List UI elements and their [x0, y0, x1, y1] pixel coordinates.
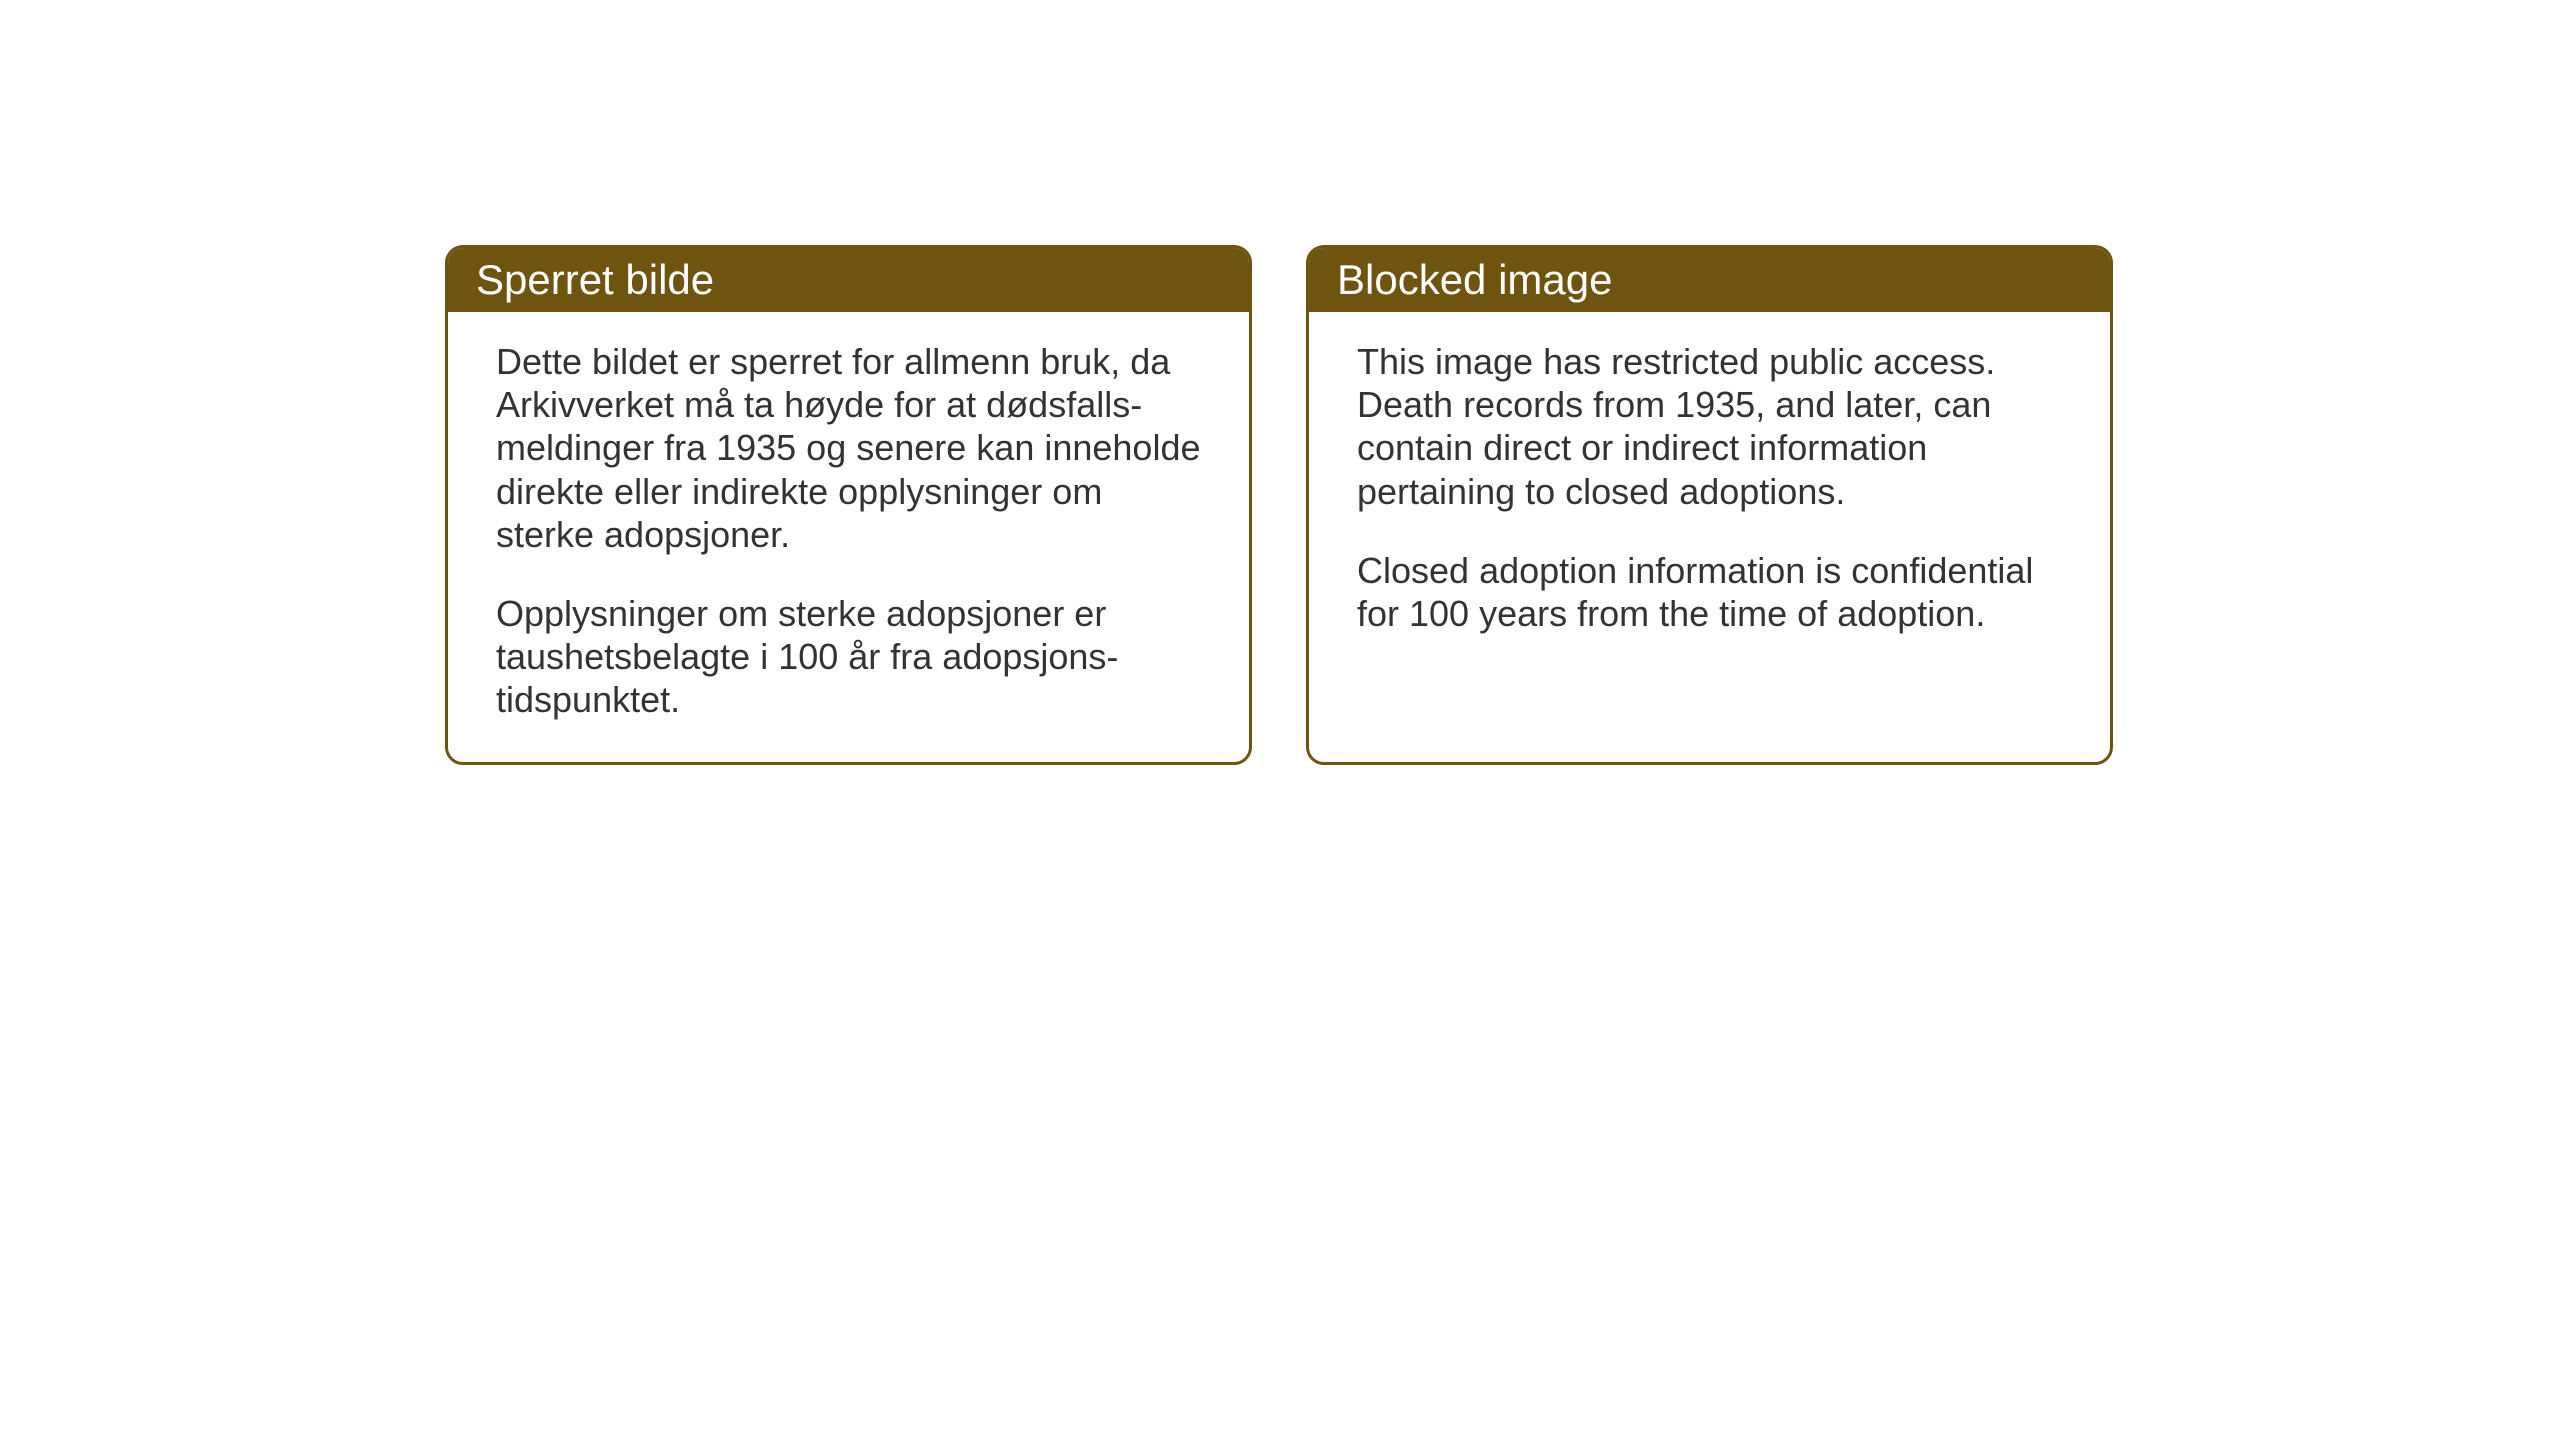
card-english-paragraph-2: Closed adoption information is confident…: [1357, 549, 2062, 635]
card-norwegian-paragraph-1: Dette bildet er sperret for allmenn bruk…: [496, 340, 1201, 556]
card-english-title: Blocked image: [1337, 256, 1612, 303]
card-english-paragraph-1: This image has restricted public access.…: [1357, 340, 2062, 513]
card-norwegian-title: Sperret bilde: [476, 256, 714, 303]
cards-container: Sperret bilde Dette bildet er sperret fo…: [445, 245, 2113, 765]
card-norwegian-paragraph-2: Opplysninger om sterke adopsjoner er tau…: [496, 592, 1201, 722]
card-english-body: This image has restricted public access.…: [1309, 312, 2110, 675]
card-norwegian-header: Sperret bilde: [448, 248, 1249, 312]
card-norwegian: Sperret bilde Dette bildet er sperret fo…: [445, 245, 1252, 765]
card-english: Blocked image This image has restricted …: [1306, 245, 2113, 765]
card-english-header: Blocked image: [1309, 248, 2110, 312]
card-norwegian-body: Dette bildet er sperret for allmenn bruk…: [448, 312, 1249, 762]
